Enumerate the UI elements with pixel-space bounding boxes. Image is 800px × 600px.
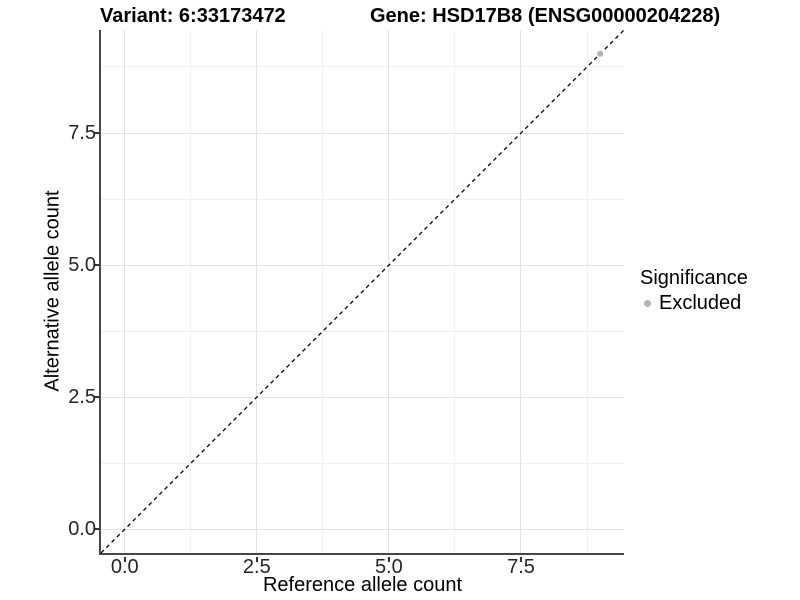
legend-point-icon — [644, 299, 651, 307]
y-tick-label: 7.5 — [68, 122, 96, 144]
gridline-x-major — [388, 30, 390, 553]
gridline-y-minor — [101, 198, 624, 200]
gridline-x-major — [124, 30, 126, 553]
legend: Significance Excluded — [640, 266, 748, 315]
legend-item: Excluded — [640, 291, 748, 315]
gridline-y-major — [101, 264, 624, 266]
x-tick-label: 0.0 — [110, 556, 139, 578]
legend-item-label: Excluded — [659, 292, 742, 314]
x-tick-mark — [123, 557, 126, 562]
plot-title-gene: Gene: HSD17B8 (ENSG00000204228) — [370, 5, 721, 27]
gridline-y-minor — [101, 66, 624, 68]
legend-items: Excluded — [640, 291, 748, 315]
x-tick-label: 7.5 — [507, 556, 535, 578]
y-tick-mark — [94, 396, 99, 399]
y-tick-mark — [94, 132, 99, 134]
legend-title: Significance — [640, 267, 748, 289]
gridline-y-major — [101, 528, 624, 530]
plot-panel — [99, 29, 625, 555]
gridline-x-minor — [190, 30, 192, 553]
gridline-y-minor — [101, 330, 624, 332]
x-tick-mark — [255, 557, 258, 562]
plot-area — [100, 29, 625, 554]
identity-reference-line — [100, 29, 625, 554]
gridline-y-major — [101, 132, 624, 134]
gridline-y-minor — [101, 462, 624, 464]
y-tick-mark — [94, 528, 99, 531]
gridline-y-major — [101, 396, 624, 398]
data-point-excluded — [597, 50, 604, 57]
y-axis-label: Alternative allele count — [41, 190, 64, 392]
x-tick-label: 2.5 — [242, 556, 271, 578]
y-tick-label: 5.0 — [68, 254, 96, 277]
gridline-x-minor — [322, 30, 324, 553]
plot-title-variant: Variant: 6:33173472 — [100, 5, 286, 27]
gridline-x-minor — [454, 30, 456, 553]
x-axis-label: Reference allele count — [262, 574, 462, 596]
gridline-x-major — [520, 30, 522, 553]
x-tick-mark — [387, 557, 390, 562]
y-tick-label: 0.0 — [68, 518, 96, 541]
legend-key — [640, 299, 666, 307]
y-tick-label: 2.5 — [68, 386, 96, 409]
plot-canvas — [100, 29, 625, 554]
gridline-x-minor — [586, 30, 588, 553]
gridline-x-major — [256, 30, 258, 553]
x-tick-mark — [519, 557, 522, 562]
y-tick-mark — [94, 264, 99, 267]
x-tick-label: 5.0 — [375, 556, 403, 578]
